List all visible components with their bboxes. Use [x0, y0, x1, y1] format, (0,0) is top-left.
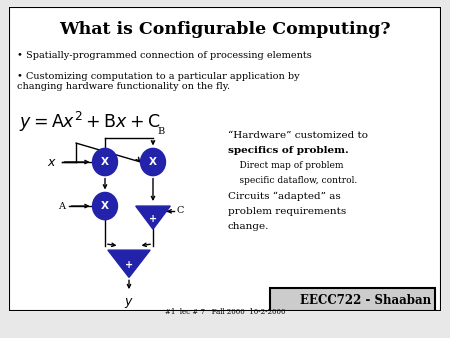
- Text: EECC722 - Shaaban: EECC722 - Shaaban: [300, 294, 432, 307]
- FancyBboxPatch shape: [270, 288, 435, 311]
- Text: specific dataflow, control.: specific dataflow, control.: [228, 176, 357, 185]
- Text: A: A: [58, 201, 65, 211]
- Text: Direct map of problem: Direct map of problem: [228, 161, 343, 170]
- Text: “Hardware” customized to: “Hardware” customized to: [228, 130, 368, 140]
- Text: change.: change.: [228, 222, 269, 231]
- Circle shape: [93, 192, 117, 220]
- FancyBboxPatch shape: [9, 7, 441, 311]
- Text: • Spatially-programmed connection of processing elements: • Spatially-programmed connection of pro…: [17, 51, 311, 60]
- Text: $x$: $x$: [47, 155, 57, 169]
- Text: +: +: [149, 214, 157, 224]
- Circle shape: [93, 148, 117, 176]
- Text: What is Configurable Computing?: What is Configurable Computing?: [59, 21, 391, 39]
- Text: $y = \mathrm{A}x^{2} + \mathrm{B}x + \mathrm{C}$: $y = \mathrm{A}x^{2} + \mathrm{B}x + \ma…: [18, 110, 160, 134]
- Circle shape: [140, 148, 166, 176]
- Text: X: X: [149, 157, 157, 167]
- Text: X: X: [101, 201, 109, 211]
- Text: X: X: [101, 157, 109, 167]
- Text: problem requirements: problem requirements: [228, 207, 346, 216]
- Polygon shape: [136, 206, 170, 229]
- Polygon shape: [108, 250, 150, 277]
- Text: • Customizing computation to a particular application by
changing hardware funct: • Customizing computation to a particula…: [17, 72, 299, 91]
- Text: B: B: [158, 127, 165, 136]
- Text: specifics of problem.: specifics of problem.: [228, 146, 349, 155]
- Text: $y$: $y$: [124, 296, 134, 310]
- Text: #1  lec # 7   Fall 2000  10-2-2000: #1 lec # 7 Fall 2000 10-2-2000: [165, 308, 285, 316]
- Text: Circuits “adapted” as: Circuits “adapted” as: [228, 191, 341, 201]
- Text: C: C: [176, 206, 184, 215]
- Text: +: +: [125, 260, 133, 270]
